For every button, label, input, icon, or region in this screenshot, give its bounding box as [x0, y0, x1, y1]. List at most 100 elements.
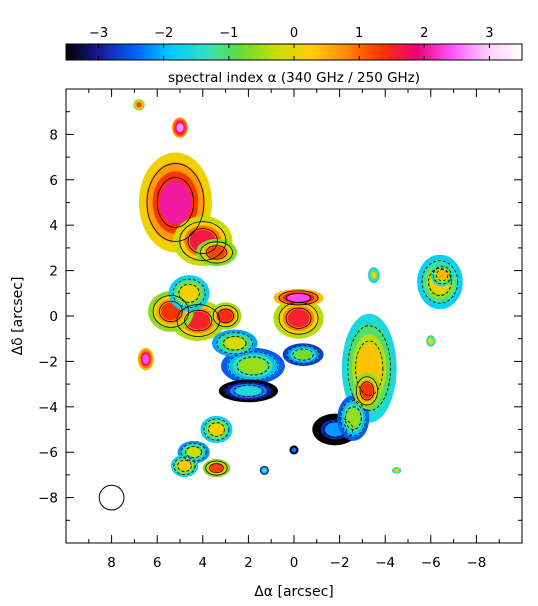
map-level	[437, 270, 448, 281]
map-level	[287, 293, 310, 302]
chart-title: spectral index α (340 GHz / 250 GHz)	[168, 70, 420, 86]
map-level	[180, 285, 199, 302]
contour-line	[200, 241, 233, 264]
map-level	[360, 382, 373, 399]
y-axis-label: Δδ [arcsec]	[10, 277, 26, 356]
map-region	[211, 329, 258, 357]
x-tick-label: −6	[421, 555, 441, 571]
map-region	[170, 454, 199, 478]
contour-line	[359, 381, 375, 401]
contour-line	[227, 351, 279, 381]
map-region	[209, 302, 242, 330]
x-tick-label: −4	[375, 555, 395, 571]
colorbar-tick-label: 1	[355, 26, 363, 41]
map-region	[200, 415, 233, 444]
map-region	[368, 267, 380, 284]
map-level	[159, 180, 192, 225]
x-axis-label: Δα [arcsec]	[254, 584, 334, 600]
contour-line	[217, 308, 234, 324]
y-tick-label: 2	[49, 264, 58, 280]
colorbar-tick-label: −3	[89, 26, 108, 41]
x-tick-label: −2	[330, 555, 350, 571]
contour-line	[177, 459, 192, 472]
contour-line	[146, 163, 205, 242]
map-level	[136, 102, 142, 108]
map-region	[218, 379, 279, 403]
axis-ticks: 8 6 4 2 0 −2 −4 −6 −8 8 6 4 2 0 −2 −4 −6 −8	[38, 89, 522, 571]
contour-line	[432, 265, 452, 285]
y-tick-label: −4	[38, 400, 58, 416]
map-region	[137, 347, 154, 371]
contour-line	[292, 348, 314, 361]
y-tick-label: 4	[49, 218, 58, 234]
contour-line	[285, 307, 312, 329]
colorbar-ticks: −3 −2 −1 0 1 2 3	[89, 26, 494, 60]
x-tick-label: 8	[107, 555, 116, 571]
map-level	[428, 338, 433, 344]
map-level	[238, 357, 267, 374]
map-region	[202, 459, 231, 478]
map-level	[186, 447, 201, 458]
map-region	[392, 466, 402, 474]
map-level	[209, 423, 224, 436]
x-tick-label: −8	[466, 555, 486, 571]
contour-line	[355, 340, 384, 396]
contour-lines	[146, 163, 459, 476]
contour-line	[286, 345, 320, 364]
contour-line	[340, 400, 367, 437]
contour-line	[179, 221, 227, 261]
map-level	[218, 310, 233, 322]
contour-line	[205, 460, 228, 476]
contour-line	[285, 292, 312, 303]
map-level	[292, 447, 296, 452]
map-level	[178, 460, 191, 471]
map-level	[287, 309, 310, 328]
map-region	[289, 445, 299, 455]
contour-line	[185, 446, 203, 459]
map-level	[235, 385, 262, 396]
contour-line	[159, 300, 183, 323]
map-region	[273, 297, 324, 339]
x-tick-label: 4	[199, 555, 208, 571]
map-level	[207, 246, 226, 259]
colorbar-tick-label: 3	[485, 26, 493, 41]
map-region	[430, 263, 454, 287]
beam-circle	[98, 484, 125, 511]
spectral-index-map	[133, 99, 463, 478]
map-level	[346, 408, 361, 429]
contour-line	[344, 406, 362, 430]
map-region	[172, 117, 188, 138]
contour-line	[209, 463, 224, 474]
contour-line	[203, 418, 230, 441]
map-level	[294, 349, 313, 360]
contour-line	[156, 177, 195, 228]
map-level	[210, 464, 223, 473]
map-level	[142, 354, 150, 365]
y-tick-label: 8	[49, 127, 58, 143]
colorbar-tick-label: −2	[154, 26, 173, 41]
y-tick-label: −8	[38, 491, 58, 507]
contour-line	[173, 456, 196, 476]
contour-line	[224, 381, 272, 401]
map-level	[176, 123, 184, 133]
contour-line	[216, 332, 253, 355]
map-level	[371, 271, 377, 279]
map-region	[426, 335, 436, 347]
contour-line	[184, 309, 213, 332]
y-tick-label: −2	[38, 354, 58, 370]
y-tick-label: −6	[38, 445, 58, 461]
contour-line	[187, 228, 219, 254]
contour-line	[236, 356, 270, 376]
colorbar: −3 −2 −1 0 1 2 3	[65, 26, 523, 61]
contour-line	[278, 290, 319, 306]
map-region	[173, 216, 233, 267]
map-region	[221, 347, 285, 385]
contour-line	[172, 278, 206, 308]
contour-line	[436, 269, 449, 282]
contour-line	[347, 325, 391, 412]
contour-line	[178, 283, 200, 303]
map-region	[168, 275, 210, 312]
contour-line	[355, 376, 379, 406]
colorbar-tick-label: 2	[420, 26, 428, 41]
contour-line	[222, 336, 247, 351]
